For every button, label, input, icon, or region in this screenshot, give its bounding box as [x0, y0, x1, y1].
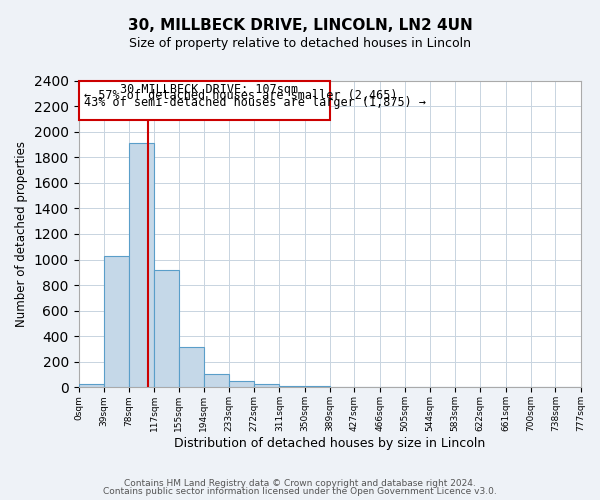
- X-axis label: Distribution of detached houses by size in Lincoln: Distribution of detached houses by size …: [174, 437, 485, 450]
- Bar: [204, 374, 229, 388]
- Bar: [104, 256, 129, 388]
- Text: ← 57% of detached houses are smaller (2,465): ← 57% of detached houses are smaller (2,…: [83, 89, 397, 102]
- Bar: [129, 143, 154, 388]
- Text: Contains HM Land Registry data © Crown copyright and database right 2024.: Contains HM Land Registry data © Crown c…: [124, 478, 476, 488]
- Bar: [305, 386, 330, 388]
- Bar: [280, 386, 305, 388]
- Bar: [154, 270, 179, 388]
- Bar: [254, 384, 280, 388]
- Bar: [179, 347, 204, 388]
- FancyBboxPatch shape: [79, 80, 330, 120]
- Bar: [229, 381, 254, 388]
- Text: 43% of semi-detached houses are larger (1,875) →: 43% of semi-detached houses are larger (…: [83, 96, 425, 108]
- Text: Contains public sector information licensed under the Open Government Licence v3: Contains public sector information licen…: [103, 487, 497, 496]
- Text: 30, MILLBECK DRIVE, LINCOLN, LN2 4UN: 30, MILLBECK DRIVE, LINCOLN, LN2 4UN: [128, 18, 472, 32]
- Text: 30 MILLBECK DRIVE: 107sqm: 30 MILLBECK DRIVE: 107sqm: [120, 83, 298, 96]
- Text: Size of property relative to detached houses in Lincoln: Size of property relative to detached ho…: [129, 38, 471, 51]
- Bar: [79, 384, 104, 388]
- Y-axis label: Number of detached properties: Number of detached properties: [15, 141, 28, 327]
- Bar: [330, 387, 355, 388]
